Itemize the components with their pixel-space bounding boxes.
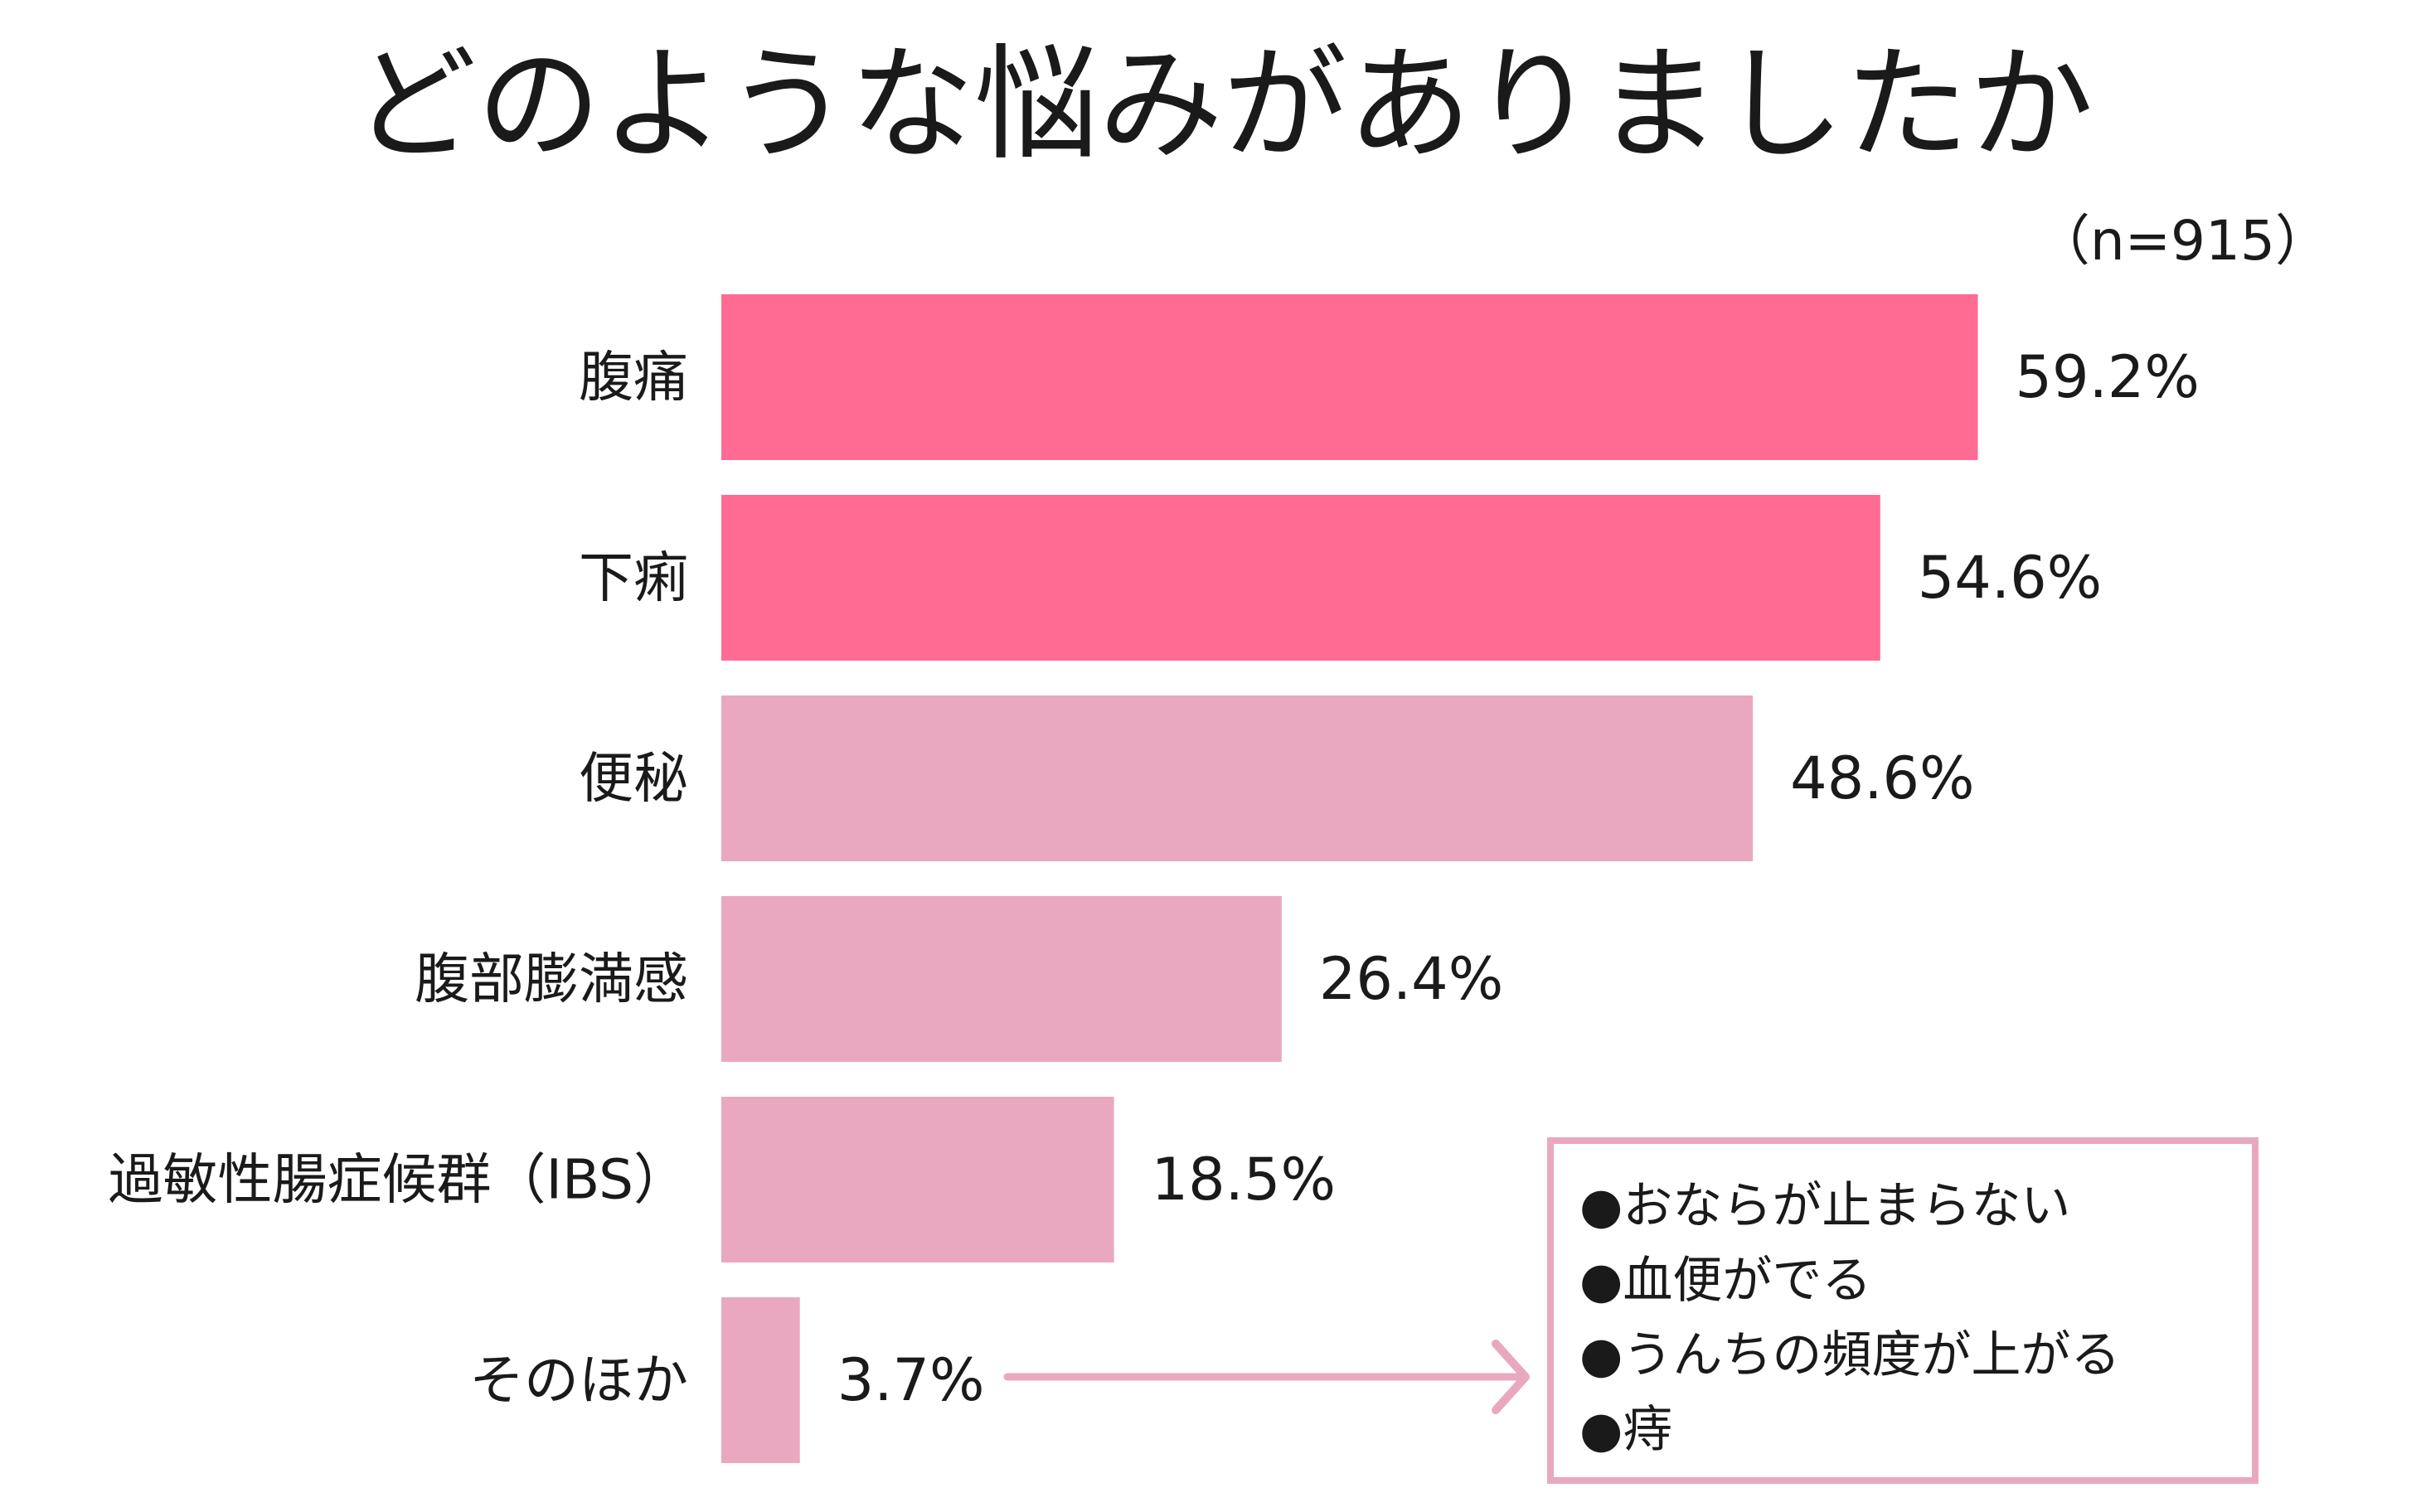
- value-label-1: 54.6%: [1918, 544, 2102, 612]
- category-label-2: 便秘: [579, 747, 688, 811]
- sample-size-note: （n=915）: [2035, 209, 2330, 273]
- bar-5: [721, 1297, 800, 1463]
- category-label-0: 腹痛: [579, 346, 688, 410]
- category-label-1: 下痢: [579, 546, 688, 610]
- chart-title: どのような悩みがありましたか: [352, 33, 2094, 177]
- bar-0: [721, 294, 1978, 460]
- category-label-4: 過敏性腸症候群（IBS）: [109, 1148, 688, 1212]
- category-label-3: 腹部膨満感: [415, 947, 688, 1011]
- value-label-0: 59.2%: [2016, 343, 2200, 411]
- bar-3: [721, 896, 1282, 1062]
- bar-1: [721, 495, 1880, 661]
- bar-4: [721, 1097, 1114, 1262]
- value-label-3: 26.4%: [1319, 945, 1503, 1013]
- callout-box: [1547, 1137, 2258, 1484]
- callout-arrowhead: [1492, 1340, 1530, 1414]
- callout-item-1: ●血便がでる: [1579, 1252, 1871, 1310]
- callout-item-0: ●おならが止まらない: [1579, 1177, 2070, 1235]
- callout-item-2: ●うんちの頻度が上がる: [1579, 1326, 2120, 1384]
- callout-layer: ●おならが止まらない ●血便がでる ●うんちの頻度が上がる ●痔: [1003, 1137, 2258, 1484]
- value-label-5: 3.7%: [837, 1346, 985, 1414]
- callout-item-3: ●痔: [1579, 1401, 1672, 1459]
- category-label-5: そのほか: [469, 1349, 688, 1413]
- value-label-2: 48.6%: [1790, 744, 1974, 812]
- value-label-4: 18.5%: [1152, 1146, 1336, 1214]
- bar-2: [721, 695, 1754, 861]
- bars-layer: 腹痛 59.2% 下痢 54.6% 便秘 48.6% 腹部膨満感 26.4% 過敏性腸症候群（I…: [109, 294, 2200, 1463]
